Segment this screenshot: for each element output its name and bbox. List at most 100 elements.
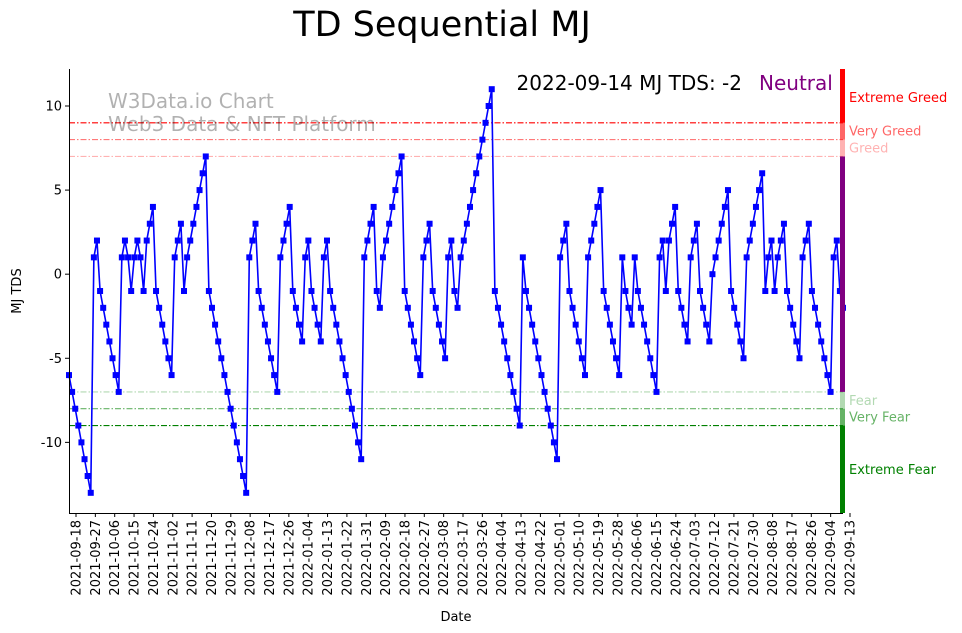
band-label-very-greed: Very Greed (849, 125, 921, 140)
data-point (693, 220, 700, 227)
data-point (389, 203, 396, 210)
data-point (445, 254, 452, 261)
data-point (283, 220, 290, 227)
watermark-line-1: W3Data.io Chart (108, 89, 274, 113)
data-point (121, 237, 128, 244)
data-point (202, 153, 209, 160)
data-point (336, 338, 343, 345)
data-point (146, 220, 153, 227)
data-point (417, 372, 424, 379)
data-point (703, 321, 710, 328)
x-tick-label: 2022-01-22 (340, 520, 355, 596)
data-point (451, 288, 458, 294)
x-tick-label: 2021-10-24 (147, 520, 162, 596)
data-point (563, 220, 570, 227)
data-point (824, 372, 831, 379)
data-point (280, 237, 287, 244)
data-point (454, 304, 461, 311)
data-point (342, 372, 349, 379)
data-point (125, 254, 132, 261)
data-point (659, 237, 666, 244)
data-point (361, 254, 368, 261)
data-point (749, 220, 756, 227)
x-tick-label: 2021-11-02 (166, 520, 181, 596)
data-point (482, 119, 489, 126)
data-point (333, 321, 340, 328)
y-tick-label: 0 (54, 268, 62, 283)
data-point (165, 355, 172, 362)
data-point (212, 321, 219, 328)
data-point (669, 220, 676, 227)
data-point (790, 321, 797, 328)
data-point (128, 288, 135, 294)
x-tick-label: 2022-08-26 (805, 520, 820, 596)
x-tick-label: 2022-07-12 (708, 520, 723, 596)
data-point (258, 304, 265, 311)
x-tick-label: 2021-11-20 (205, 520, 220, 596)
band-label-extreme-fear: Extreme Fear (849, 463, 937, 478)
data-point (585, 254, 592, 261)
data-point (115, 388, 122, 395)
data-point (541, 388, 548, 395)
data-point (457, 254, 464, 261)
x-tick-label: 2022-09-04 (824, 520, 839, 596)
data-point (261, 321, 268, 328)
data-point (802, 237, 809, 244)
band-very-greed (840, 122, 845, 140)
data-point (578, 355, 585, 362)
data-point (526, 304, 533, 311)
data-point (246, 254, 253, 261)
data-point (243, 489, 250, 496)
band-label-fear: Fear (849, 394, 878, 409)
data-point (240, 473, 247, 479)
data-point (793, 338, 800, 345)
band-very-fear (840, 408, 845, 426)
data-point (330, 304, 337, 311)
data-point (364, 237, 371, 244)
y-ticks: 10 5 0 -5 -10 (41, 100, 69, 451)
data-point (473, 170, 480, 177)
data-point (134, 237, 141, 244)
data-point (87, 489, 94, 496)
data-point (681, 321, 688, 328)
band-extreme-fear (840, 425, 845, 513)
data-point (379, 254, 386, 261)
data-point (90, 254, 97, 261)
data-point (118, 254, 125, 261)
data-point (774, 254, 781, 261)
data-point (404, 304, 411, 311)
data-point (522, 288, 529, 294)
data-point (355, 439, 362, 446)
data-point (547, 422, 554, 429)
data-point (208, 304, 215, 311)
data-point (299, 338, 306, 345)
y-tick-label: 10 (45, 100, 62, 115)
data-point (799, 254, 806, 261)
data-point (221, 372, 228, 379)
data-point (731, 304, 738, 311)
data-point (647, 355, 654, 362)
x-tick-label: 2022-04-22 (534, 520, 549, 596)
data-point (597, 187, 604, 194)
x-tick-label: 2021-10-15 (128, 520, 143, 596)
x-tick-label: 2022-02-09 (379, 520, 394, 596)
data-point (734, 321, 741, 328)
data-point (159, 321, 166, 328)
data-point (100, 304, 107, 311)
data-point (830, 254, 837, 261)
watermark: W3Data.io Chart Web3 Data & NFT Platform (108, 89, 376, 136)
data-point (743, 254, 750, 261)
data-point (805, 220, 812, 227)
data-point (529, 321, 536, 328)
data-point (752, 203, 759, 210)
data-point (697, 288, 704, 294)
data-point (187, 237, 194, 244)
data-point (423, 237, 430, 244)
data-point (833, 237, 840, 244)
data-point (414, 355, 421, 362)
x-tick-label: 2022-05-10 (573, 520, 588, 596)
x-tick-label: 2021-09-18 (70, 520, 85, 596)
data-point (746, 237, 753, 244)
x-tick-label: 2022-06-15 (650, 520, 665, 596)
data-point (386, 220, 393, 227)
